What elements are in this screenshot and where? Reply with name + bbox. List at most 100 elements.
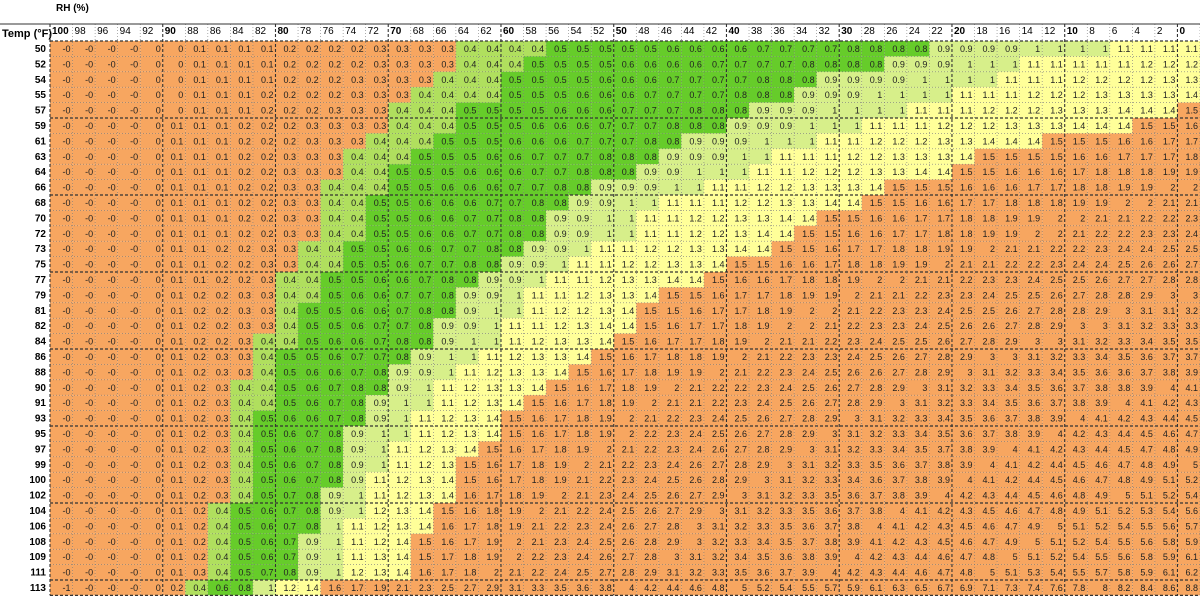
- heatmap-cell: [997, 272, 1020, 288]
- cell-value-label: 1: [359, 491, 364, 501]
- heatmap-cell: [162, 225, 186, 242]
- heatmap-cell: [568, 302, 592, 319]
- cell-value-label: 0.1: [171, 213, 184, 223]
- cell-value-label: 2.4: [712, 414, 725, 424]
- cell-value-label: 8.6: [1163, 583, 1176, 593]
- cell-value-label: 1: [945, 75, 950, 85]
- heatmap-cell: [816, 287, 840, 303]
- cell-value-label: 0.3: [306, 229, 319, 239]
- cell-value-label: 0.8: [329, 475, 342, 485]
- cell-value-label: 1.1: [532, 290, 545, 300]
- cell-value-label: -0: [108, 321, 116, 331]
- cell-value-label: 4.5: [960, 521, 973, 531]
- cell-value-label: 1.7: [983, 198, 996, 208]
- cell-value-label: 0.9: [441, 321, 454, 331]
- cell-value-label: 1.1: [847, 136, 860, 146]
- heatmap-cell: [1154, 287, 1178, 303]
- cell-value-label: 0.5: [284, 352, 297, 362]
- cell-value-label: 5.4: [780, 583, 793, 593]
- heatmap-cell: [275, 102, 299, 118]
- heatmap-cell: [365, 118, 389, 134]
- cell-value-label: 0.6: [667, 59, 680, 69]
- cell-value-label: 4.6: [937, 552, 950, 562]
- cell-value-label: 0.3: [351, 136, 364, 146]
- cell-value-label: 2.6: [870, 367, 883, 377]
- heatmap-cell: [1042, 195, 1065, 211]
- heatmap-cell: [884, 56, 907, 72]
- cell-value-label: 3.5: [1185, 337, 1198, 347]
- heatmap-cell: [839, 256, 862, 272]
- cell-value-label: 1.6: [1095, 152, 1108, 162]
- cell-value-label: 0: [156, 106, 161, 116]
- heatmap-cell: [703, 87, 727, 103]
- heatmap-cell: [749, 41, 772, 57]
- cell-value-label: 0.5: [396, 183, 409, 193]
- heatmap-cell: [771, 256, 795, 272]
- temp-tick-label: 73: [35, 244, 47, 255]
- cell-value-label: 0.2: [171, 583, 184, 593]
- heatmap-cell: [478, 118, 501, 134]
- cell-value-label: 1.6: [892, 213, 905, 223]
- cell-value-label: 2.4: [780, 383, 793, 393]
- heatmap-cell: [568, 87, 592, 103]
- cell-value-label: 0.9: [780, 121, 793, 131]
- cell-value-label: 0.5: [261, 460, 274, 470]
- cell-value-label: 1.9: [915, 260, 928, 270]
- heatmap-cell: [72, 287, 96, 303]
- cell-value-label: 2.1: [599, 460, 612, 470]
- cell-value-label: 2.6: [983, 321, 996, 331]
- heatmap-cell: [591, 241, 614, 257]
- heatmap-cell: [455, 148, 479, 165]
- cell-value-label: 0.7: [599, 136, 612, 146]
- cell-value-label: 1.6: [329, 583, 342, 593]
- cell-value-label: 1.3: [689, 260, 702, 270]
- heatmap-cell: [906, 148, 930, 165]
- cell-value-label: 0.7: [689, 75, 702, 85]
- heatmap-cell: [681, 179, 704, 195]
- heatmap-cell: [95, 302, 118, 319]
- cell-value-label: 0.3: [261, 244, 274, 254]
- cell-value-label: 1.2: [374, 521, 387, 531]
- cell-value-label: 0.9: [464, 306, 477, 316]
- cell-value-label: 3.1: [937, 383, 950, 393]
- heatmap-cell: [816, 102, 840, 118]
- heatmap-cell: [839, 164, 862, 180]
- cell-value-label: 0.2: [261, 183, 274, 193]
- heatmap-cell: [951, 179, 975, 195]
- temp-tick-label: 54: [35, 75, 47, 86]
- cell-value-label: 0.7: [464, 229, 477, 239]
- heatmap-cell: [681, 241, 704, 257]
- heatmap-cell: [117, 148, 141, 165]
- cell-value-label: 0.8: [306, 506, 319, 516]
- cell-value-label: 1: [697, 183, 702, 193]
- cell-value-label: 2.4: [757, 398, 770, 408]
- heatmap-cell: [343, 56, 366, 72]
- cell-value-label: 0.4: [396, 136, 409, 146]
- temp-tick-label: 66: [35, 183, 47, 194]
- cell-value-label: 0.3: [238, 290, 251, 300]
- cell-value-label: 0.1: [171, 136, 184, 146]
- heatmap-cell: [771, 87, 795, 103]
- cell-value-label: 0.4: [374, 152, 387, 162]
- cell-value-label: 2.5: [1050, 275, 1063, 285]
- heatmap-cell: [974, 41, 998, 57]
- cell-value-label: 0.5: [261, 414, 274, 424]
- temp-tick-label: 100: [29, 475, 46, 486]
- cell-value-label: 3.7: [1185, 352, 1198, 362]
- cell-value-label: 1.7: [892, 229, 905, 239]
- cell-value-label: 1.3: [892, 152, 905, 162]
- cell-value-label: 0.3: [284, 229, 297, 239]
- heatmap-cell: [771, 195, 795, 211]
- cell-value-label: 0.7: [644, 121, 657, 131]
- heatmap-cell: [794, 210, 817, 226]
- cell-value-label: 0.1: [171, 321, 184, 331]
- cell-value-label: 4.3: [937, 521, 950, 531]
- cell-value-label: 1.7: [509, 460, 522, 470]
- heatmap-cell: [298, 225, 321, 242]
- cell-value-label: 1.6: [712, 290, 725, 300]
- cell-value-label: -0: [63, 321, 71, 331]
- cell-value-label: 2.1: [825, 321, 838, 331]
- heatmap-cell: [117, 287, 141, 303]
- heatmap-cell: [523, 164, 547, 180]
- heatmap-cell: [275, 272, 299, 288]
